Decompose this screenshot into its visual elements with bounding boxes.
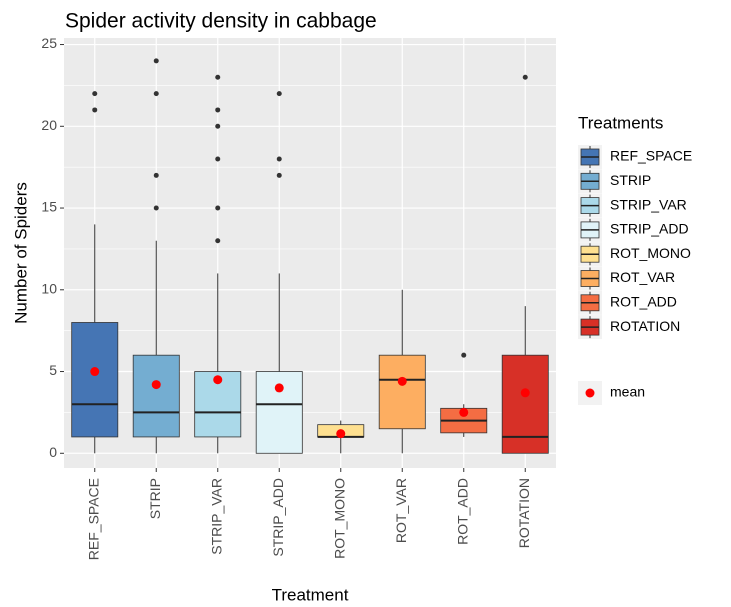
y-tick-label: 5 xyxy=(49,362,57,378)
box xyxy=(194,371,242,438)
outlier xyxy=(276,172,282,178)
outlier xyxy=(153,91,159,97)
mean-point xyxy=(520,388,530,398)
box xyxy=(132,354,180,438)
x-tick-label: ROTATION xyxy=(516,478,532,548)
x-tick-label: ROT_MONO xyxy=(331,478,347,559)
y-tick-label: 20 xyxy=(41,117,57,133)
legend-label: STRIP_ADD xyxy=(610,221,689,237)
outlier xyxy=(276,156,282,162)
outlier xyxy=(215,74,221,80)
x-tick-label: REF_SPACE xyxy=(85,478,101,560)
x-axis-label: Treatment xyxy=(272,585,349,604)
box xyxy=(71,322,119,438)
x-tick-label: STRIP_ADD xyxy=(270,478,286,557)
y-tick-label: 15 xyxy=(41,199,57,215)
legend-label: STRIP_VAR xyxy=(610,196,687,212)
mean-point xyxy=(213,375,223,385)
mean-point xyxy=(274,383,284,393)
box xyxy=(378,354,426,430)
outlier xyxy=(153,205,159,211)
outlier xyxy=(215,123,221,129)
outlier xyxy=(215,156,221,162)
mean-point xyxy=(336,429,346,439)
legend-label: ROT_ADD xyxy=(610,294,677,310)
outlier xyxy=(276,91,282,97)
outlier xyxy=(522,74,528,80)
x-tick-label: ROT_ADD xyxy=(454,478,470,545)
legend-label: ROT_MONO xyxy=(610,245,691,261)
mean-point xyxy=(397,376,407,386)
legend-label: REF_SPACE xyxy=(610,148,692,164)
outlier xyxy=(215,238,221,244)
mean-point xyxy=(90,367,100,377)
legend-label: STRIP xyxy=(610,172,651,188)
outlier xyxy=(92,107,98,113)
legend-mean-label: mean xyxy=(610,384,645,400)
mean-point xyxy=(151,380,161,390)
chart-title: Spider activity density in cabbage xyxy=(65,10,377,33)
legend-label: ROT_VAR xyxy=(610,269,675,285)
outlier xyxy=(461,352,467,358)
outlier xyxy=(215,107,221,113)
outlier xyxy=(92,91,98,97)
outlier xyxy=(153,58,159,64)
legend-label: ROTATION xyxy=(610,318,680,334)
outlier xyxy=(215,205,221,211)
mean-point xyxy=(459,407,469,417)
legend-mean-key xyxy=(585,388,595,398)
x-tick-label: ROT_VAR xyxy=(393,478,409,543)
x-tick-label: STRIP xyxy=(147,478,163,519)
box xyxy=(501,354,549,454)
y-axis-label: Number of Spiders xyxy=(11,182,30,324)
y-tick-label: 25 xyxy=(41,35,57,51)
x-tick-label: STRIP_VAR xyxy=(208,478,224,555)
legend-title: Treatments xyxy=(578,113,663,132)
y-tick-label: 10 xyxy=(41,280,57,296)
y-tick-label: 0 xyxy=(49,444,57,460)
outlier xyxy=(153,172,159,178)
